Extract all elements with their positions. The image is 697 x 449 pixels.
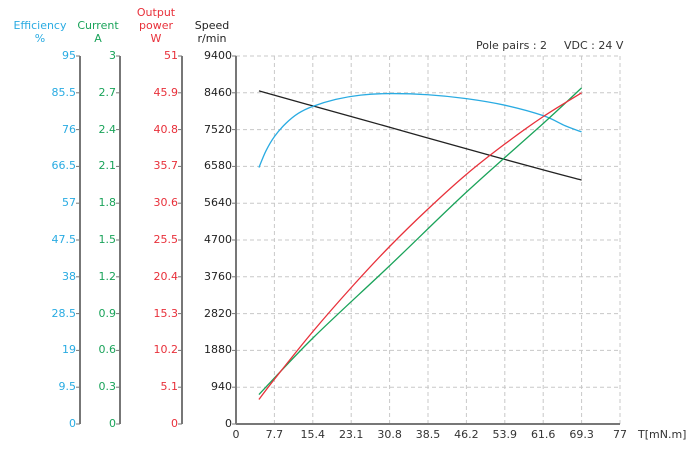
- current-tick-label: 3: [109, 49, 116, 62]
- power-tick-label: 25.5: [153, 233, 179, 246]
- speed-axis-title: Speed: [194, 19, 230, 32]
- power-tick-label: 30.6: [153, 196, 179, 210]
- output-power-curve: [258, 92, 582, 400]
- current-tick-label: 1.2: [98, 269, 117, 283]
- efficiency-curve: [258, 92, 582, 168]
- speed-tick-label: 6580: [204, 159, 232, 173]
- current-tick-label: 1.5: [98, 233, 117, 246]
- current-axis-title: Current: [77, 19, 119, 32]
- power-tick-label: 5.1: [160, 380, 179, 394]
- x-tick-label: 61.6: [530, 428, 556, 441]
- power-tick-label: 10.2: [153, 343, 179, 357]
- efficiency-tick-label: 38: [62, 269, 76, 283]
- x-tick-label: 15.4: [300, 428, 326, 441]
- x-axis-title: T[mN.m]: [638, 428, 687, 441]
- current-axis-title: A: [94, 32, 102, 45]
- current-tick-label: 2.1: [98, 159, 117, 173]
- power-tick-label: 51: [164, 49, 178, 62]
- efficiency-tick-label: 9.5: [58, 380, 77, 394]
- speed-tick-label: 7520: [204, 122, 232, 136]
- efficiency-tick-label: 95: [62, 49, 76, 62]
- x-tick-label: 7.7: [265, 428, 284, 441]
- speed-tick-label: 3760: [204, 269, 232, 283]
- efficiency-axis-title: Efficiency: [13, 19, 67, 32]
- current-tick-label: 0.6: [98, 343, 117, 357]
- power-axis-title: Output: [136, 6, 176, 19]
- efficiency-tick-label: 47.5: [51, 233, 77, 246]
- x-tick-label: 30.8: [377, 428, 402, 441]
- speed-tick-label: 4700: [204, 233, 232, 246]
- x-tick-label: 53.9: [492, 428, 518, 441]
- efficiency-tick-label: 19: [62, 343, 76, 357]
- efficiency-axis-title: %: [34, 32, 46, 45]
- power-axis-title: power: [139, 19, 173, 32]
- speed-tick-label: 2820: [204, 306, 232, 320]
- x-tick-label: 77: [613, 428, 627, 441]
- current-tick-label: 2.7: [98, 85, 117, 99]
- current-tick-label: 0.3: [98, 380, 117, 394]
- current-tick-label: 2.4: [98, 122, 117, 136]
- efficiency-tick-label: 57: [62, 196, 76, 210]
- current-curve: [258, 87, 583, 396]
- speed-tick-label: 9400: [204, 49, 232, 62]
- power-tick-label: 35.7: [153, 159, 179, 173]
- power-tick-label: 15.3: [153, 306, 179, 320]
- x-tick-label: 69.3: [569, 428, 594, 441]
- efficiency-tick-label: 76: [62, 122, 76, 136]
- speed-tick-label: 1880: [204, 343, 232, 357]
- speed-curve: [258, 90, 582, 181]
- vdc-annotation: VDC : 24 V: [564, 39, 624, 52]
- speed-tick-label: 940: [211, 380, 232, 394]
- efficiency-tick-label: 85.5: [51, 85, 77, 99]
- x-tick-label: 38.5: [415, 428, 441, 441]
- current-tick-label: 0: [109, 417, 116, 430]
- speed-tick-label: 5640: [204, 196, 232, 210]
- power-tick-label: 40.8: [153, 122, 179, 136]
- speed-tick-label: 8460: [204, 85, 232, 99]
- x-tick-label: 0: [232, 428, 240, 441]
- current-tick-label: 0.9: [98, 306, 117, 320]
- pole-pairs-annotation: Pole pairs : 2: [476, 39, 548, 52]
- efficiency-tick-label: 0: [69, 417, 76, 430]
- speed-axis-title: r/min: [197, 32, 227, 45]
- power-axis-title: W: [150, 32, 162, 45]
- x-tick-label: 23.1: [338, 428, 364, 441]
- efficiency-tick-label: 28.5: [51, 306, 77, 320]
- power-tick-label: 0: [171, 417, 178, 430]
- efficiency-tick-label: 66.5: [51, 159, 77, 173]
- speed-tick-label: 0: [225, 417, 232, 430]
- current-tick-label: 1.8: [98, 196, 117, 210]
- power-tick-label: 45.9: [153, 85, 179, 99]
- x-tick-label: 46.2: [454, 428, 479, 441]
- power-tick-label: 20.4: [153, 269, 179, 283]
